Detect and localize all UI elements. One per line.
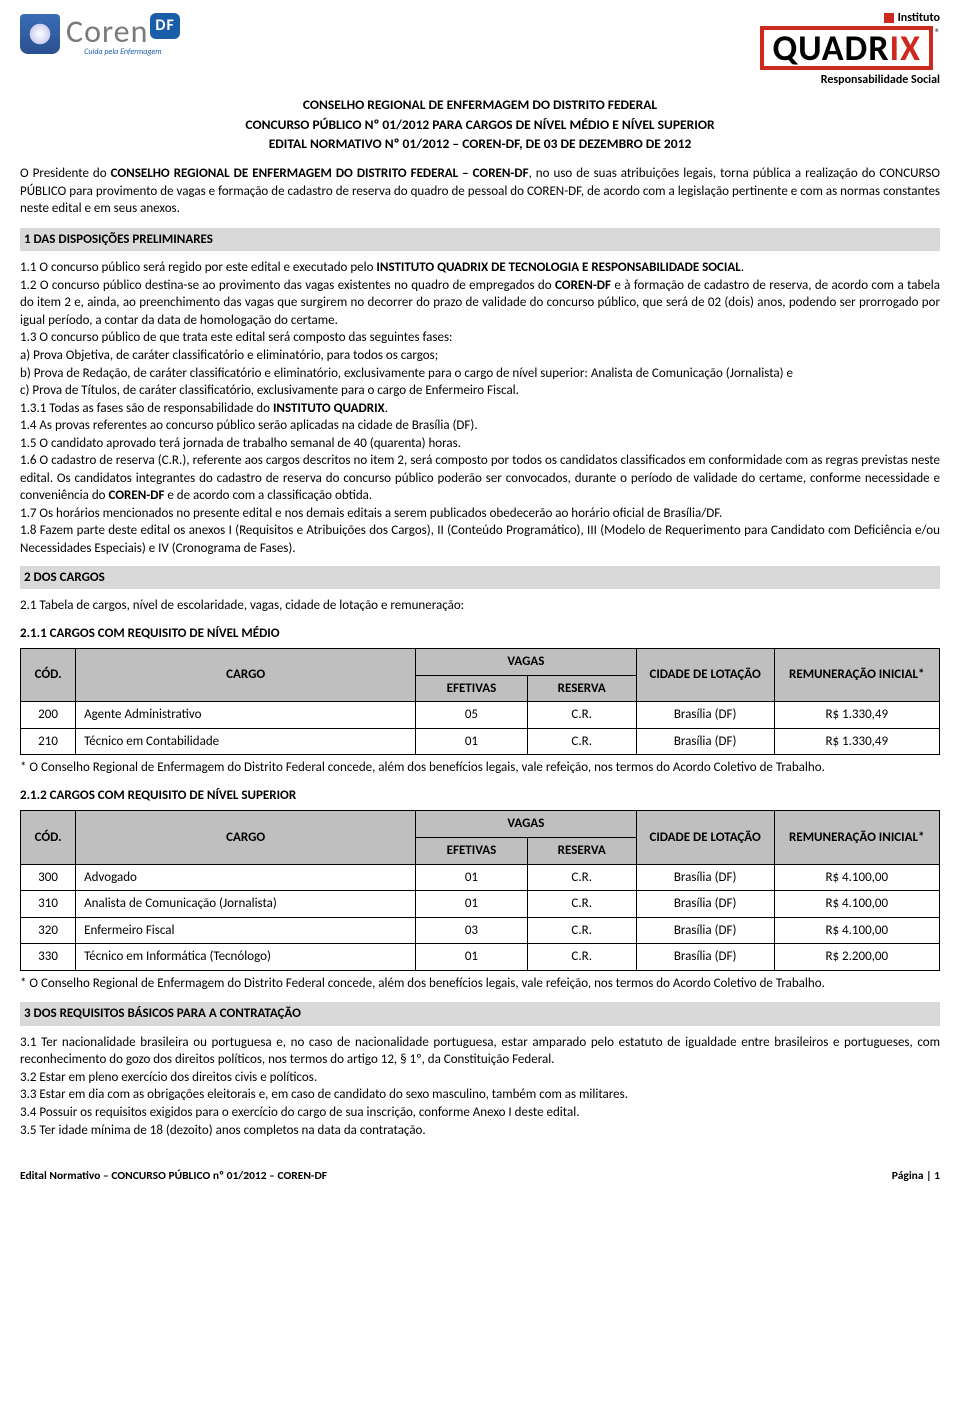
table-row: 210Técnico em Contabilidade01C.R.Brasíli… [21,728,940,755]
cell-remun: R$ 1.330,49 [774,728,939,755]
cell-remun: R$ 1.330,49 [774,702,939,729]
cell-cidade: Brasília (DF) [636,891,774,918]
cell-reserva: C.R. [527,702,636,729]
section-1-body: 1.1 O concurso público será regido por e… [20,259,940,557]
footer-left: Edital Normativo – CONCURSO PÚBLICO nº 0… [20,1169,327,1185]
cell-cargo: Advogado [76,864,416,891]
cell-cod: 200 [21,702,76,729]
table-note-medio: * O Conselho Regional de Enfermagem do D… [20,759,940,777]
coren-df-badge: DF [150,13,179,39]
cell-cod: 300 [21,864,76,891]
intro-paragraph: O Presidente do CONSELHO REGIONAL DE ENF… [20,165,940,218]
cell-efetivas: 01 [416,728,528,755]
page-footer: Edital Normativo – CONCURSO PÚBLICO nº 0… [20,1169,940,1185]
coren-wordmark: CorenDF [66,12,180,51]
cell-cod: 210 [21,728,76,755]
table-row: 320Enfermeiro Fiscal03C.R.Brasília (DF)R… [21,917,940,944]
col-reserva: RESERVA [527,675,636,702]
cell-cargo: Enfermeiro Fiscal [76,917,416,944]
cell-reserva: C.R. [527,728,636,755]
col-efetivas: EFETIVAS [416,675,528,702]
col-cidade: CIDADE DE LOTAÇÃO [636,649,774,702]
col-cargo: CARGO [76,649,416,702]
cell-cod: 330 [21,944,76,971]
cell-remun: R$ 2.200,00 [774,944,939,971]
cell-efetivas: 03 [416,917,528,944]
cell-reserva: C.R. [527,917,636,944]
table-row: 300Advogado01C.R.Brasília (DF)R$ 4.100,0… [21,864,940,891]
footer-right: Página | 1 [892,1169,940,1185]
section-2-header: 2 DOS CARGOS [20,566,940,590]
quadrix-logo: Instituto QUADRIX® Responsabilidade Soci… [760,10,940,88]
section-1-header: 1 DAS DISPOSIÇÕES PRELIMINARES [20,228,940,252]
cell-cargo: Técnico em Contabilidade [76,728,416,755]
table-nivel-medio: CÓD. CARGO VAGAS CIDADE DE LOTAÇÃO REMUN… [20,648,940,755]
section-3-header: 3 DOS REQUISITOS BÁSICOS PARA A CONTRATA… [20,1002,940,1026]
cell-reserva: C.R. [527,944,636,971]
col-cod: CÓD. [21,649,76,702]
cell-remun: R$ 4.100,00 [774,891,939,918]
section-3-body: 3.1 Ter nacionalidade brasileira ou port… [20,1034,940,1139]
section-2-intro: 2.1 Tabela de cargos, nível de escolarid… [20,597,940,615]
cell-cidade: Brasília (DF) [636,864,774,891]
coren-text-wrap: CorenDF Cuida pela Enfermagem [66,10,180,58]
cell-efetivas: 01 [416,944,528,971]
registered-mark: ® [935,26,940,39]
quadrix-tagline: Responsabilidade Social [760,72,940,88]
cell-cidade: Brasília (DF) [636,728,774,755]
cell-reserva: C.R. [527,891,636,918]
cell-cargo: Técnico em Informática (Tecnólogo) [76,944,416,971]
quadrix-main-row: QUADRIX® [760,26,940,70]
sub-211: 2.1.1 CARGOS COM REQUISITO DE NÍVEL MÉDI… [20,625,940,643]
table-row: 310Analista de Comunicação (Jornalista)0… [21,891,940,918]
intro-bold: CONSELHO REGIONAL DE ENFERMAGEM DO DISTR… [111,166,529,181]
cell-cod: 310 [21,891,76,918]
cell-cidade: Brasília (DF) [636,944,774,971]
cell-remun: R$ 4.100,00 [774,917,939,944]
quadrix-wordmark: QUADRIX [760,26,932,70]
cell-efetivas: 05 [416,702,528,729]
table-row: 200Agente Administrativo05C.R.Brasília (… [21,702,940,729]
coren-shield-icon [20,14,60,54]
table-note-superior: * O Conselho Regional de Enfermagem do D… [20,975,940,993]
header-logos: CorenDF Cuida pela Enfermagem Instituto … [20,10,940,88]
cell-cargo: Agente Administrativo [76,702,416,729]
cell-cargo: Analista de Comunicação (Jornalista) [76,891,416,918]
cell-efetivas: 01 [416,864,528,891]
quadrix-instituto: Instituto [760,10,940,26]
col-remun: REMUNERAÇÃO INICIAL* [774,649,939,702]
cell-cidade: Brasília (DF) [636,702,774,729]
document-title: CONSELHO REGIONAL DE ENFERMAGEM DO DISTR… [20,96,940,153]
title-line-3: EDITAL NORMATIVO Nº 01/2012 – COREN-DF, … [20,135,940,153]
cell-cidade: Brasília (DF) [636,917,774,944]
title-line-2: CONCURSO PÚBLICO Nº 01/2012 PARA CARGOS … [20,116,940,134]
sub-212: 2.1.2 CARGOS COM REQUISITO DE NÍVEL SUPE… [20,787,940,805]
table-nivel-superior: CÓD. CARGO VAGAS CIDADE DE LOTAÇÃO REMUN… [20,810,940,970]
cell-cod: 320 [21,917,76,944]
cell-reserva: C.R. [527,864,636,891]
coren-logo: CorenDF Cuida pela Enfermagem [20,10,180,58]
table-row: 330Técnico em Informática (Tecnólogo)01C… [21,944,940,971]
col-vagas: VAGAS [416,649,637,676]
cell-remun: R$ 4.100,00 [774,864,939,891]
title-line-1: CONSELHO REGIONAL DE ENFERMAGEM DO DISTR… [20,96,940,114]
cell-efetivas: 01 [416,891,528,918]
coren-word: Coren [66,12,148,51]
